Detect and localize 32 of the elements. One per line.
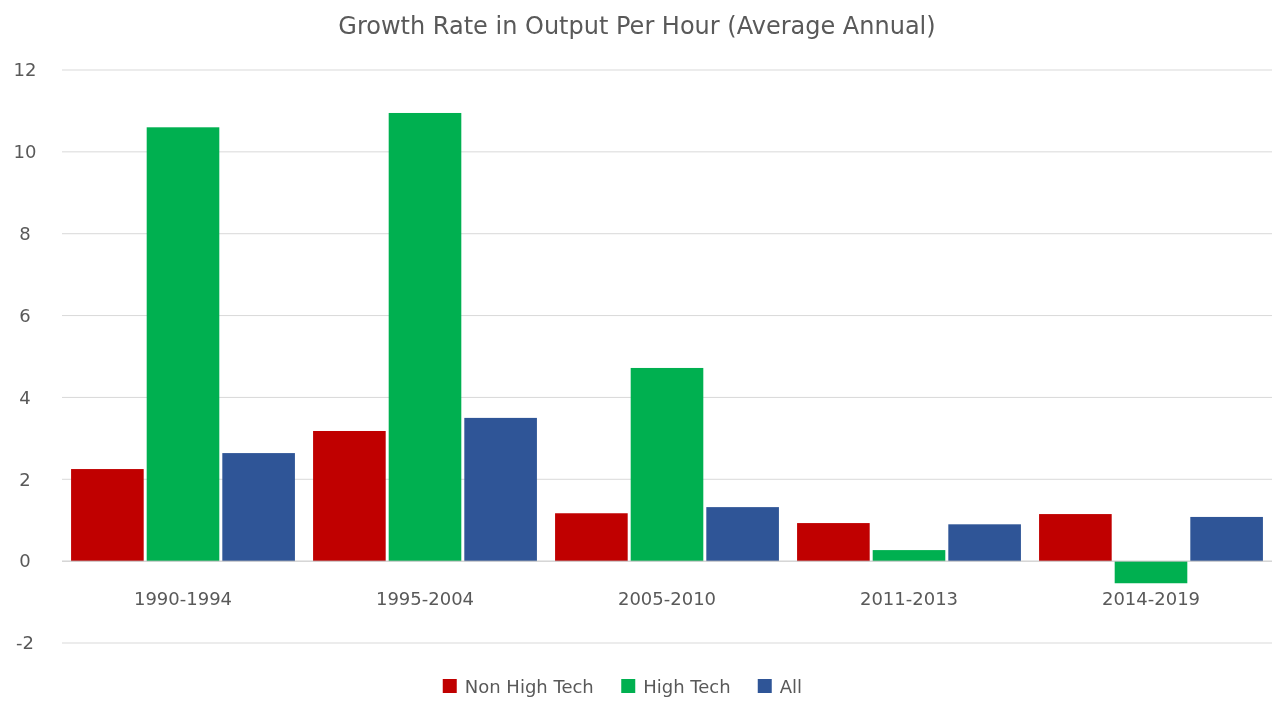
bar — [71, 469, 144, 562]
x-tick-label: 2014-2019 — [1101, 588, 1201, 609]
y-tick-label: 6 — [19, 304, 31, 326]
y-tick-label: 8 — [19, 223, 31, 245]
bar — [948, 524, 1021, 562]
bar — [464, 417, 537, 562]
bar — [1190, 516, 1263, 562]
y-tick-label: 10 — [13, 141, 37, 163]
bar — [630, 367, 704, 562]
bar — [313, 430, 386, 562]
bar — [388, 112, 462, 562]
bar — [555, 513, 628, 562]
bar — [797, 523, 870, 562]
legend-label: High Tech — [643, 676, 731, 698]
bar — [222, 453, 295, 562]
y-tick-label: 0 — [19, 550, 31, 572]
y-tick-label: -2 — [16, 632, 34, 654]
bar — [706, 507, 779, 562]
y-tick-label: 12 — [13, 59, 37, 81]
x-tick-label: 2011-2013 — [859, 588, 959, 609]
y-tick-label: 2 — [19, 468, 31, 490]
x-tick-label: 2005-2010 — [617, 588, 717, 609]
legend-label: All — [779, 676, 803, 698]
x-tick-label: 1995-2004 — [375, 588, 475, 609]
bar — [1039, 514, 1112, 562]
bar — [872, 550, 946, 562]
y-tick-label: 4 — [19, 386, 31, 408]
bar — [1114, 561, 1188, 584]
legend-label: Non High Tech — [464, 676, 594, 698]
bar — [146, 127, 220, 562]
x-tick-label: 1990-1994 — [133, 588, 233, 609]
chart-title: Growth Rate in Output Per Hour (Average Annual) — [338, 12, 936, 40]
